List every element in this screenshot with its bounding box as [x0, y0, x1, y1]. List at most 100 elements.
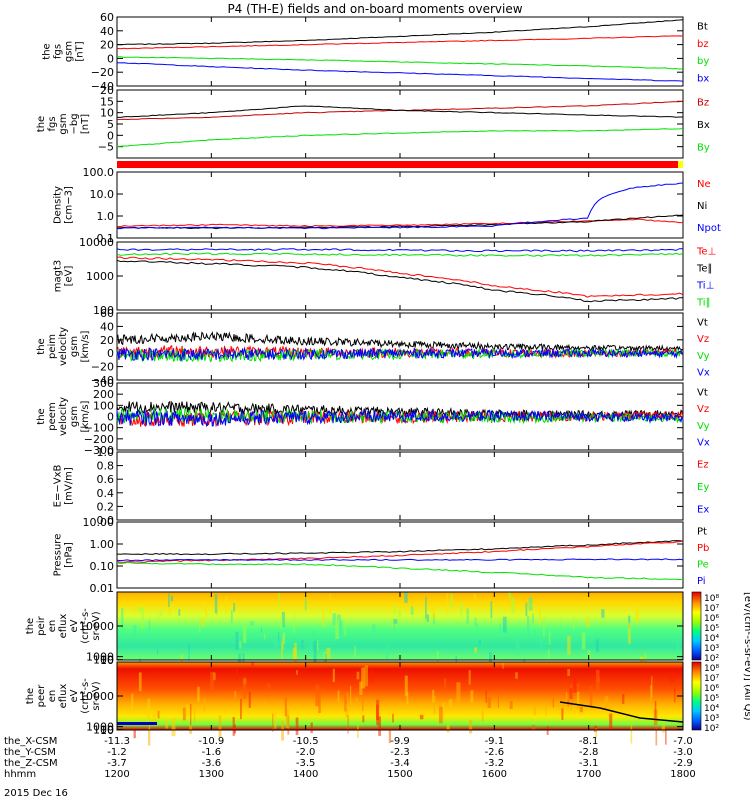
y-tick-label: 0.10 [90, 560, 115, 573]
y-tick-label: 1.00 [90, 538, 115, 551]
spectrogram-texture [432, 689, 435, 703]
spectrogram-texture [283, 632, 286, 644]
y-tick-label: 0 [107, 129, 114, 142]
y-tick-label: 0.6 [97, 473, 115, 486]
spectrogram-texture [546, 726, 549, 735]
spectrogram-texture [448, 699, 453, 707]
spectrogram-texture [189, 725, 193, 734]
y-tick-label: 1000 [86, 651, 114, 664]
colorbar-tick-label: 10⁴ [704, 634, 719, 644]
spectrogram-texture [350, 685, 352, 704]
panel-frame [116, 16, 684, 87]
spectrogram-texture [446, 724, 450, 733]
spectrogram-texture [370, 670, 374, 683]
spectrogram-texture [157, 612, 159, 620]
series-ne-line [116, 218, 683, 228]
y-tick-label: 0 [107, 52, 114, 65]
spectrogram-texture [419, 714, 424, 720]
spectrogram-texture [296, 670, 298, 675]
y-axis-label: [eV] [64, 266, 75, 287]
colorbar-tick-label: 10⁷ [704, 604, 719, 614]
spectrogram-texture [171, 718, 176, 737]
spectrogram-texture [242, 653, 245, 662]
spectrogram-texture [394, 603, 396, 615]
x-axis-value: 1700 [576, 769, 601, 780]
legend-vx: Vx [697, 438, 710, 449]
y-axis-label: eV [69, 619, 80, 632]
spectrogram-texture [210, 672, 214, 690]
spectrogram-texture [450, 594, 453, 609]
spectrogram-texture [272, 713, 274, 732]
spectrogram-texture [362, 700, 364, 711]
spectrogram-texture [548, 649, 550, 658]
x-axis-value: -2.0 [296, 747, 316, 758]
y-axis-label: the [42, 43, 53, 59]
x-axis-value: -7.0 [673, 736, 693, 747]
colorbar-tick-label: 10³ [704, 714, 719, 724]
legend-vx: Vx [697, 368, 710, 379]
spectrogram-texture [635, 603, 640, 623]
legend-ex: Ex [697, 505, 709, 516]
spectrogram-texture [595, 728, 597, 738]
spectrogram-texture [240, 698, 242, 720]
spectrogram-texture [533, 707, 536, 716]
spectrogram-texture [293, 613, 295, 633]
colorbar-tick-label: 10⁸ [704, 594, 719, 604]
status-bar [117, 161, 683, 168]
spectrogram-texture [469, 719, 473, 734]
spectrogram-texture [147, 698, 151, 719]
legend-ez: Ez [697, 459, 709, 470]
spectrogram-texture [504, 599, 507, 611]
spectrogram-texture [267, 683, 271, 689]
spectrogram-texture [279, 620, 283, 629]
series-bx-line [117, 105, 683, 118]
y-tick-label: 100 [93, 654, 114, 667]
y-axis-label: gsm [58, 113, 69, 134]
x-axis-row-label: the_Z-CSM [4, 758, 58, 769]
spectrogram-texture [468, 670, 471, 685]
y-tick-label: −20 [91, 66, 114, 79]
y-axis-label: −bg [69, 113, 80, 134]
spectrogram-texture [274, 635, 278, 651]
y-tick-label: 0.1 [97, 232, 115, 245]
spectrogram-texture [325, 653, 327, 663]
spectrogram-texture [315, 684, 320, 707]
colorbar-tick-label: 10² [704, 724, 719, 734]
spectrogram-texture [292, 648, 297, 660]
spectrogram-texture [670, 673, 674, 683]
x-axis-value: -10.9 [198, 736, 224, 747]
spectrogram-texture [329, 594, 331, 614]
spectrogram-texture [426, 614, 429, 622]
spectrogram-texture [193, 702, 196, 723]
spectrogram-texture [318, 693, 321, 713]
y-tick-label: 1000 [86, 270, 114, 283]
spectrogram-texture [587, 650, 591, 659]
spectrogram-texture [121, 608, 124, 629]
y-tick-label: 10000 [79, 690, 114, 703]
legend-te∥: Te∥ [696, 264, 713, 275]
spectrogram-texture [538, 608, 541, 625]
spectrogram-texture [213, 672, 216, 681]
y-tick-label: 0.01 [90, 582, 115, 595]
y-axis-label: the [25, 688, 36, 704]
spectrogram-texture [278, 632, 280, 642]
spectrogram-texture [570, 693, 572, 711]
legend-pi: Pi [697, 576, 706, 587]
series-npot-line [117, 182, 684, 230]
y-tick-label: 200 [93, 388, 114, 401]
spectrogram-texture [385, 645, 389, 660]
spectrogram-texture [589, 685, 593, 708]
legend-bx: bx [697, 73, 709, 84]
spectrogram-texture [364, 665, 368, 687]
spectrogram-texture [141, 608, 144, 629]
x-axis-value: -9.9 [390, 736, 410, 747]
spectrogram-texture [152, 713, 156, 726]
x-axis-value: -2.3 [390, 747, 410, 758]
spectrogram-texture [133, 625, 137, 636]
spectrogram-texture [148, 728, 151, 746]
spectrogram-texture [487, 696, 491, 708]
series-bx-line [116, 62, 684, 82]
y-axis-label: (cm²-s- [80, 678, 91, 714]
